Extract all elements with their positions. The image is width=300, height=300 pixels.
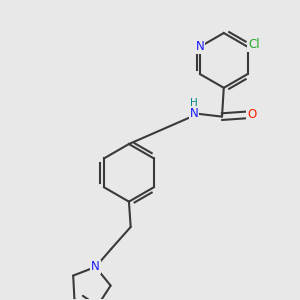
Text: O: O <box>247 108 256 122</box>
Text: Cl: Cl <box>248 38 260 52</box>
Text: N: N <box>190 107 198 120</box>
Text: H: H <box>190 98 198 108</box>
Text: N: N <box>91 260 100 274</box>
Text: N: N <box>196 40 204 53</box>
